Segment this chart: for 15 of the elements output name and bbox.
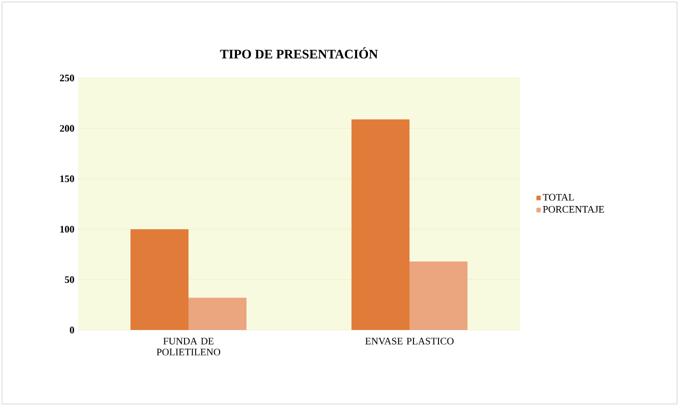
bar bbox=[410, 261, 468, 330]
legend-label: TOTAL bbox=[542, 194, 574, 201]
y-tick-label: 0 bbox=[70, 326, 74, 334]
x-tick-label: ENVASE PLASTICO bbox=[365, 338, 454, 345]
y-tick-label: 100 bbox=[60, 226, 74, 233]
x-tick-label: FUNDA DE POLIETILENO bbox=[156, 338, 220, 356]
legend-label: PORCENTAJE bbox=[542, 206, 604, 213]
y-tick-label: 200 bbox=[60, 125, 74, 132]
y-tick-label: 250 bbox=[60, 74, 74, 82]
bar bbox=[130, 229, 188, 330]
y-tick-label: 50 bbox=[64, 276, 74, 283]
bar bbox=[188, 298, 246, 330]
chart-title: TIPO DE PRESENTACIÓN bbox=[220, 47, 378, 58]
bar bbox=[352, 119, 410, 330]
y-tick-label: 150 bbox=[60, 175, 74, 182]
